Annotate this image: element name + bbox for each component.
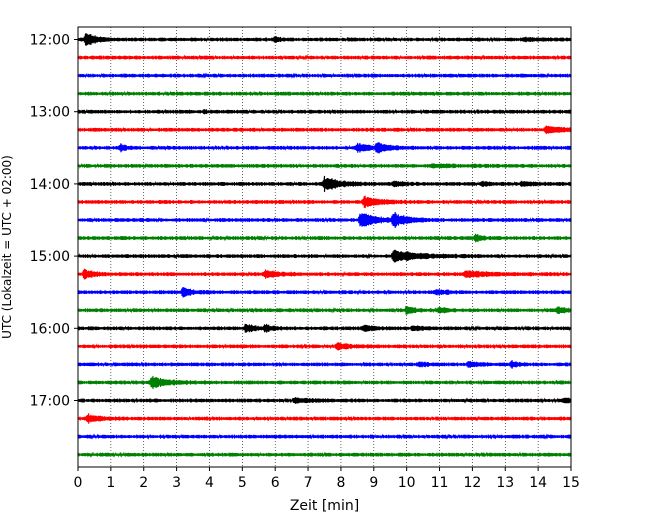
- y-tick-label: 14:00: [30, 177, 70, 193]
- y-tick-label: 16:00: [30, 321, 70, 337]
- x-tick-label: 6: [271, 475, 280, 491]
- trace-row: [77, 451, 572, 458]
- x-axis-title: Zeit [min]: [290, 498, 359, 514]
- trace-row: [77, 397, 572, 404]
- seismic-traces: [77, 33, 572, 458]
- trace-row: [77, 72, 572, 79]
- x-tick-label: 10: [398, 475, 416, 491]
- x-tick-label: 1: [106, 475, 115, 491]
- trace-row: [77, 433, 572, 440]
- y-axis-ticks: 12:00 13:00 14:00 15:00 16:00 17:00: [30, 33, 78, 410]
- y-tick-label: 13:00: [30, 105, 70, 121]
- trace-row: [77, 360, 572, 369]
- trace-row: [77, 305, 572, 315]
- x-tick-label: 12: [463, 475, 481, 491]
- trace-row: [77, 175, 572, 192]
- plot-frame: [77, 26, 572, 468]
- trace-row: [77, 108, 572, 115]
- x-tick-label: 14: [529, 475, 547, 491]
- x-tick-label: 11: [431, 475, 449, 491]
- x-tick-label: 8: [336, 475, 345, 491]
- x-axis-ticks: 0 1 2 3 4 5 6 7 8 9 10 11 12 13 14 15: [74, 467, 580, 491]
- trace-row: [77, 195, 572, 209]
- trace-row: [77, 268, 572, 280]
- trace-row: [77, 249, 572, 263]
- trace-row: [77, 125, 572, 135]
- trace-row: [77, 286, 572, 298]
- x-tick-label: 5: [238, 475, 247, 491]
- trace-row: [77, 375, 572, 390]
- x-tick-label: 13: [496, 475, 514, 491]
- trace-row: [77, 162, 572, 169]
- x-tick-label: 0: [74, 475, 83, 491]
- trace-row: [77, 342, 572, 351]
- trace-row: [77, 90, 572, 97]
- x-tick-label: 15: [562, 475, 580, 491]
- x-tick-label: 2: [139, 475, 148, 491]
- x-tick-label: 4: [205, 475, 214, 491]
- y-tick-label: 17:00: [30, 394, 70, 410]
- trace-row: [77, 33, 572, 46]
- x-tick-label: 9: [369, 475, 378, 491]
- trace-row: [77, 233, 572, 243]
- trace-row: [77, 142, 572, 154]
- minute-grid: [110, 27, 539, 467]
- y-tick-label: 15:00: [30, 249, 70, 265]
- y-tick-label: 12:00: [30, 33, 70, 49]
- trace-row: [77, 54, 572, 61]
- x-tick-label: 3: [172, 475, 181, 491]
- y-axis-title: UTC (Lokalzeit = UTC + 02:00): [0, 155, 14, 339]
- trace-row: [77, 413, 572, 424]
- trace-row: [77, 323, 572, 333]
- trace-row: [77, 211, 572, 229]
- x-tick-label: 7: [304, 475, 313, 491]
